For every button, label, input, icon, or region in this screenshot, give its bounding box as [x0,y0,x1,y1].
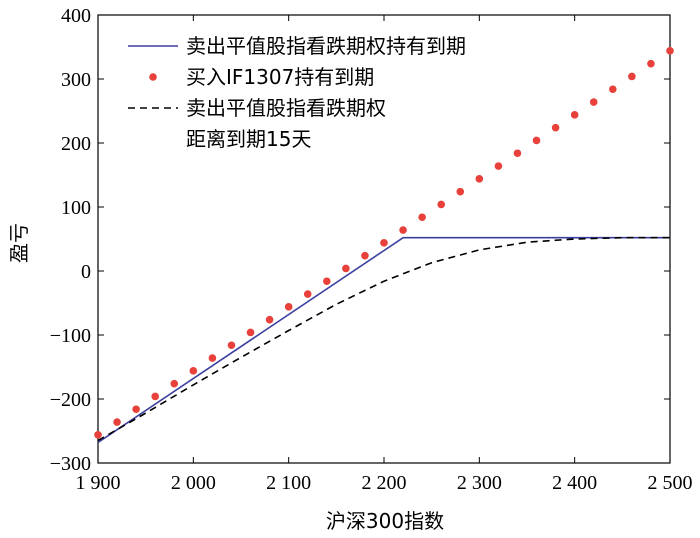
x-tick-label: 1 900 [76,472,121,494]
data-point [589,98,598,106]
data-point [418,213,426,222]
data-point [609,85,617,94]
data-point [628,72,636,81]
legend-label: 卖出平值股指看跌期权 [186,96,386,120]
data-point [208,354,217,362]
data-point [437,200,446,209]
legend-label: 卖出平值股指看跌期权持有到期 [186,34,466,58]
legend: 卖出平值股指看跌期权持有到期买入IF1307持有到期卖出平值股指看跌期权距离到期… [128,34,466,151]
data-point [494,162,503,170]
data-point [303,290,312,298]
data-point [361,251,369,260]
y-tick-label: −200 [50,389,91,411]
series-dots [94,47,674,439]
y-tick-label: 0 [81,261,91,283]
y-axis-ticks: −300 −200 −100 0 100 200 300 400 [50,5,670,475]
y-tick-label: 300 [61,69,91,91]
data-point [132,405,140,414]
data-point [170,379,179,388]
data-point [151,392,159,401]
data-point [265,315,274,324]
legend-label: 买入IF1307持有到期 [186,65,374,89]
series-line-solid [97,236,670,444]
data-point [551,123,560,132]
x-tick-label: 2 100 [266,472,311,494]
x-tick-label: 2 500 [648,472,693,494]
legend-swatch-dot [149,73,157,81]
data-point [570,111,579,119]
data-point [227,341,236,350]
data-point [113,418,121,426]
data-point [647,59,655,68]
x-axis-title: 沪深300指数 [326,509,444,533]
y-tick-label: −100 [50,325,91,347]
series-layer [94,47,674,444]
legend-label: 距离到期15天 [186,127,311,151]
data-point [342,264,350,273]
data-point [475,175,484,183]
data-point [323,277,331,286]
y-axis-title: 盈亏 [7,223,31,263]
x-tick-label: 2 200 [362,472,407,494]
x-axis-ticks: 1 900 2 000 2 100 2 200 2 300 2 400 2 500 [76,15,693,494]
data-point [380,239,388,247]
x-tick-label: 2 400 [552,472,597,494]
data-point [246,328,255,337]
data-point [284,303,293,311]
data-point [532,136,541,145]
series-line-dashed [97,236,670,442]
y-tick-label: 400 [61,5,91,27]
data-point [94,431,102,439]
y-tick-label: 200 [61,133,91,155]
data-point [666,47,674,55]
y-tick-label: −300 [50,453,91,475]
x-tick-label: 2 300 [457,472,502,494]
data-point [399,226,407,234]
data-point [189,367,198,375]
data-point [456,187,465,196]
x-tick-label: 2 000 [171,472,216,494]
y-tick-label: 100 [61,197,91,219]
data-point [513,149,522,158]
